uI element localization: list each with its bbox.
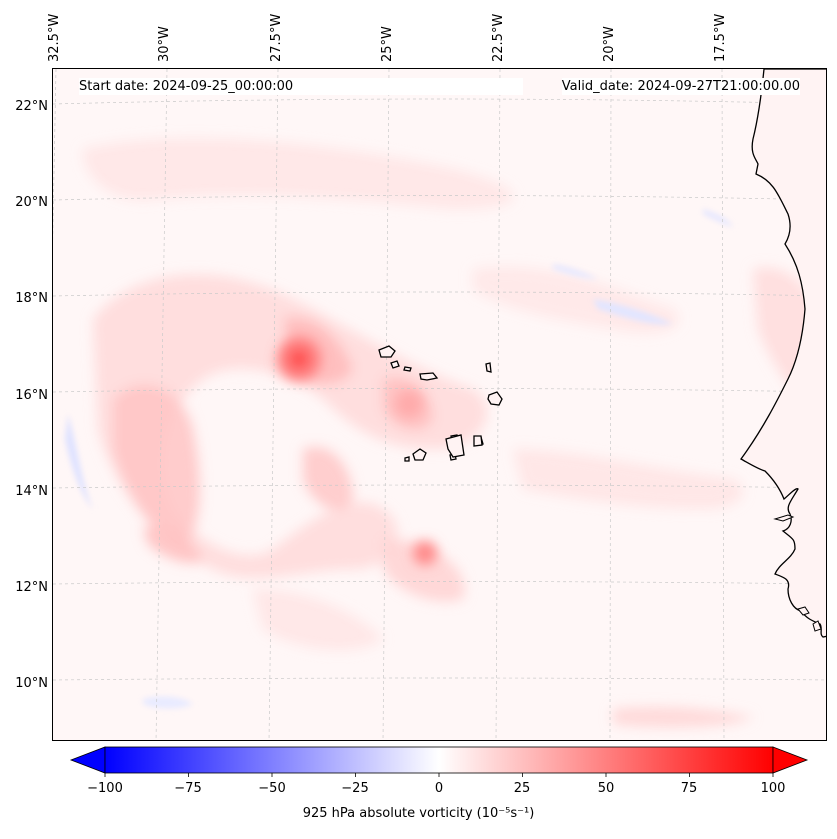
colorbar-tick: 25 (513, 781, 531, 796)
lon-label: 32.5°W (47, 13, 62, 62)
lat-label: 22°N (15, 99, 48, 114)
lat-label: 20°N (15, 195, 48, 210)
vorticity-maxima (277, 337, 437, 565)
colorbar-label: 925 hPa absolute vorticity (10⁻⁵s⁻¹) (302, 806, 535, 821)
valid-date-annotation: Valid_date: 2024-09-27T21:00:00.00 (561, 78, 800, 95)
lon-label: 25°W (380, 26, 395, 62)
lat-label: 18°N (15, 291, 48, 306)
african-coastline (740, 69, 826, 638)
map-canvas (53, 69, 826, 740)
colorbar-tick: −25 (341, 781, 369, 796)
colorbar-tick: −100 (87, 781, 123, 796)
lon-label: 17.5°W (713, 13, 728, 62)
negative-vorticity-streaks (65, 209, 733, 709)
cape-verde-islands (378, 345, 503, 462)
lat-label: 14°N (15, 484, 48, 499)
lon-label: 20°W (602, 26, 617, 62)
colorbar-tick: −50 (258, 781, 286, 796)
vorticity-field (83, 138, 826, 728)
lat-label: 10°N (15, 676, 48, 691)
lon-label: 22.5°W (491, 13, 506, 62)
colorbar-tick: 0 (434, 781, 444, 796)
vorticity-map: Start date: 2024-09-25_00:00:00 Valid_da… (52, 68, 827, 741)
colorbar-tick: −75 (174, 781, 202, 796)
lon-label: 30°W (157, 26, 172, 62)
colorbar-tick: 75 (680, 781, 698, 796)
start-date-annotation: Start date: 2024-09-25_00:00:00 (79, 78, 524, 95)
lat-label: 12°N (15, 580, 48, 595)
colorbar-tick: 100 (760, 781, 786, 796)
graticule (53, 69, 826, 740)
colorbar-tick: 50 (597, 781, 615, 796)
colorbar (69, 746, 809, 777)
lon-label: 27.5°W (269, 13, 284, 62)
lat-label: 16°N (15, 388, 48, 403)
